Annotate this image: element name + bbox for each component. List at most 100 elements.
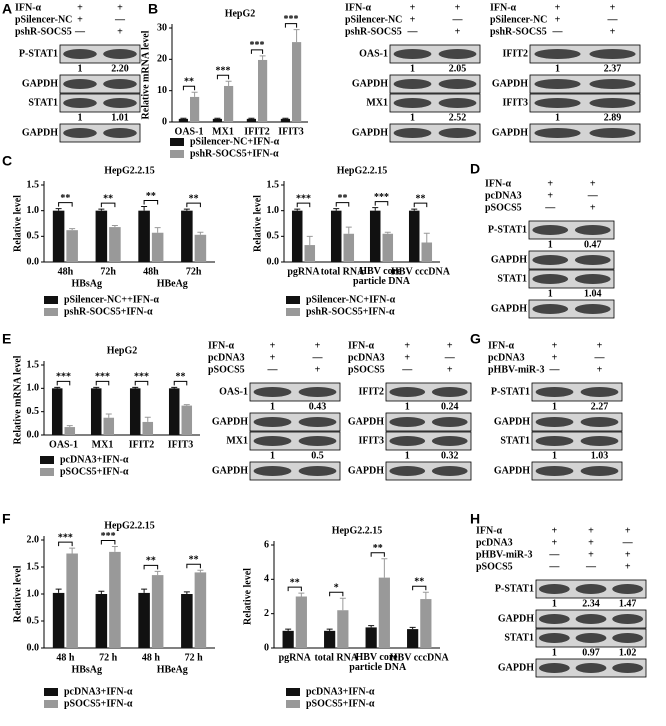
legend-swatch: [40, 468, 54, 476]
bar: [52, 210, 65, 262]
blot-band: [431, 417, 468, 427]
band-quantification: 1: [548, 239, 553, 250]
significance-bracket: [100, 202, 116, 208]
error-bar: [298, 592, 305, 597]
x-tick-label: HBV core particle DNA: [349, 652, 407, 673]
blot-band: [253, 436, 292, 446]
blot-band: [612, 584, 644, 594]
y-tick-label: 2.0: [27, 534, 40, 545]
x-tick-label: IFIT3: [278, 126, 304, 137]
significance-label: **: [338, 193, 348, 204]
blot-band: [589, 98, 636, 108]
error-bar: [183, 591, 190, 594]
y-tick-label: 1.5: [27, 359, 40, 370]
error-bar: [384, 231, 391, 234]
group-label: HBeAg: [157, 278, 188, 289]
chart-title: HepG2: [225, 8, 256, 19]
condition-label: IFN-α: [476, 525, 503, 536]
condition-mark: +: [597, 364, 603, 375]
legend-label: pcDNA3+IFN-α: [60, 454, 129, 465]
significance-label: **: [184, 77, 194, 88]
significance-bracket: [58, 202, 73, 207]
x-tick-label: HBV cccDNA: [391, 266, 451, 277]
significance-label: **: [146, 556, 156, 567]
band-quantification: 2.05: [449, 63, 467, 74]
x-tick-label: MX1: [92, 439, 114, 450]
bar: [365, 627, 377, 648]
legend-label: pSOCS5+IFN-α: [64, 698, 133, 709]
group-label: HBsAg: [71, 278, 102, 289]
band-quantification: 0.47: [584, 239, 602, 250]
bar: [90, 388, 102, 435]
significance-label: **: [146, 191, 156, 202]
error-bar: [154, 570, 161, 576]
band-label: GAPDH: [352, 127, 388, 138]
condition-mark: +: [315, 340, 321, 351]
y-tick-label: 0: [162, 116, 167, 127]
condition-mark: +: [410, 14, 416, 25]
condition-mark: +: [404, 352, 410, 363]
blot-band: [298, 436, 337, 446]
error-bar: [66, 425, 73, 428]
blot-band: [393, 98, 432, 108]
panel-letter: A: [2, 1, 12, 17]
condition-label: IFN-α: [345, 2, 372, 13]
bar: [369, 210, 381, 262]
chart-title: HepG2.2.15: [332, 525, 383, 536]
band-label: P-STAT1: [495, 583, 534, 594]
x-tick-label: HBV cccDNA: [390, 652, 450, 663]
band-label: GAPDH: [492, 78, 528, 89]
condition-mark: +: [551, 537, 557, 548]
y-tick-label: 0.5: [27, 406, 40, 417]
bar: [258, 59, 268, 122]
blot-band: [575, 584, 607, 594]
bar: [337, 610, 349, 648]
error-bar: [422, 591, 429, 600]
band-label: STAT1: [497, 273, 527, 284]
band-label: IFIT3: [502, 97, 528, 108]
condition-mark: +: [117, 26, 123, 37]
blot-band: [438, 98, 477, 108]
blot-band: [438, 79, 477, 89]
condition-label: IFN-α: [348, 340, 375, 351]
significance-label: **: [189, 555, 199, 566]
band-quantification: 2.20: [111, 63, 129, 74]
x-tick-label: total RNA: [321, 266, 365, 277]
y-tick-label: 0.5: [27, 615, 40, 626]
bar: [408, 210, 420, 262]
band-quantification: 2.52: [449, 112, 467, 123]
y-tick-label: 6: [264, 539, 269, 550]
band-quantification: 0.97: [582, 647, 600, 658]
condition-label: pcDNA3: [208, 352, 245, 363]
blot-band: [580, 436, 619, 446]
band-label: P-STAT1: [491, 386, 530, 397]
y-tick-label: 10: [157, 85, 167, 96]
condition-label: pSilencer-NC: [15, 14, 72, 25]
bar: [138, 210, 150, 262]
chart-title: HepG2.2.15: [104, 520, 155, 531]
blot-band: [532, 225, 569, 235]
error-bar: [69, 228, 76, 231]
condition-mark: +: [552, 352, 558, 363]
band-label: GAPDH: [494, 465, 530, 476]
band-label: GAPDH: [494, 416, 530, 427]
bar: [168, 388, 180, 435]
bar: [292, 42, 302, 122]
significance-label: **: [103, 193, 113, 204]
legend-swatch: [286, 688, 300, 696]
y-axis-label: Relative level: [242, 568, 253, 625]
error-bar: [98, 590, 105, 594]
significance-label: ***: [296, 193, 311, 204]
condition-label: pshR-SOCS5: [15, 26, 72, 37]
y-axis-label: Relative level: [252, 195, 263, 252]
blot-band: [63, 79, 97, 89]
error-bar: [98, 208, 105, 211]
condition-mark: +: [547, 178, 553, 189]
y-tick-label: 1.0: [27, 383, 40, 394]
condition-mark: +: [625, 549, 631, 560]
error-bar: [285, 628, 292, 631]
condition-label: pHBV-miR-3: [488, 364, 544, 375]
y-tick-label: 1.0: [27, 205, 40, 216]
blot-band: [580, 466, 619, 476]
condition-mark: —: [444, 352, 456, 363]
